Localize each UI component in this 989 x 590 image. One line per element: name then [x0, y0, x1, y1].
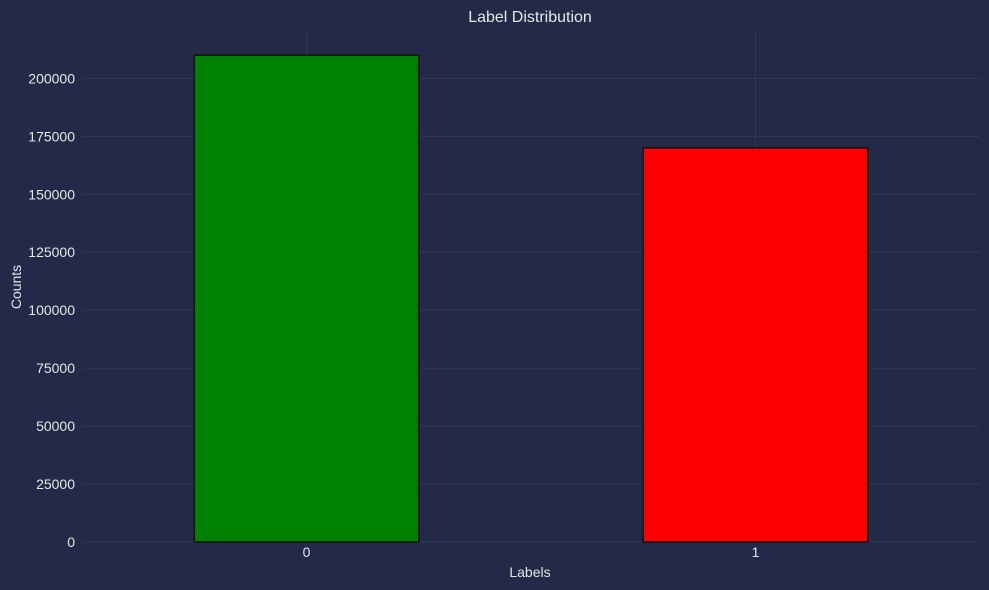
y-tick-label: 0 — [67, 534, 75, 550]
y-tick-label: 125000 — [28, 244, 75, 260]
y-tick-label: 75000 — [36, 360, 75, 376]
y-axis-title: Counts — [8, 265, 24, 309]
chart-title: Label Distribution — [468, 9, 592, 26]
y-tick-labels: 0 25000 50000 75000 100000 125000 150000 175000… — [28, 70, 75, 550]
x-axis-title: Labels — [509, 564, 550, 580]
y-tick-label: 200000 — [28, 70, 75, 86]
y-tick-label: 175000 — [28, 128, 75, 144]
y-tick-label: 50000 — [36, 418, 75, 434]
x-tick-label: 0 — [303, 544, 311, 560]
y-tick-label: 25000 — [36, 476, 75, 492]
bar-label-0 — [193, 54, 420, 543]
x-tick-label: 1 — [752, 544, 760, 560]
bars — [193, 54, 869, 543]
y-tick-label: 100000 — [28, 302, 75, 318]
y-tick-label: 150000 — [28, 186, 75, 202]
bar-label-1 — [642, 147, 869, 543]
